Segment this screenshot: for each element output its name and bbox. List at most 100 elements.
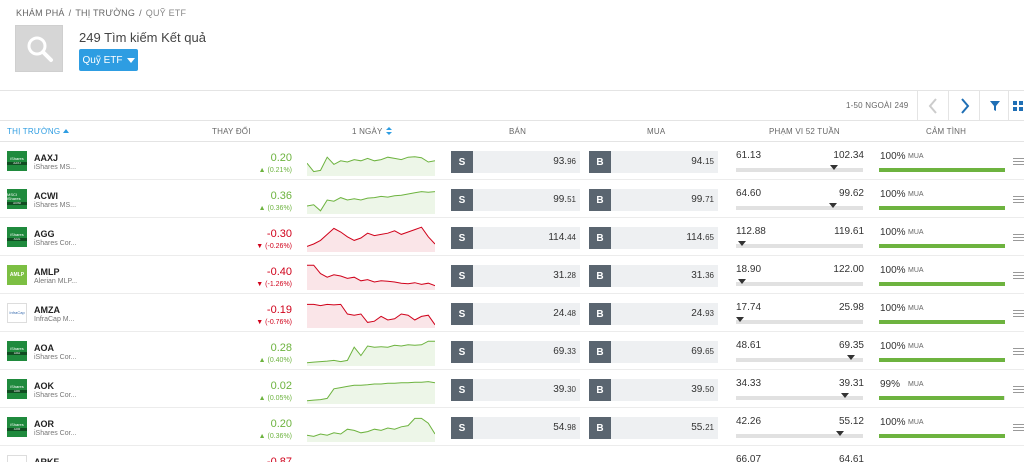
table-row[interactable]: InfraCap AMZA InfraCap M... -0.19 ▼ (-0.76%)… <box>0 294 1024 332</box>
ticker-symbol[interactable]: AMZA <box>34 305 60 315</box>
sparkline-chart <box>307 381 435 404</box>
filter-button[interactable] <box>985 96 1005 116</box>
col-change[interactable]: THAY ĐỔI <box>212 127 251 136</box>
buy-button[interactable]: B <box>589 303 611 325</box>
more-menu-icon[interactable] <box>1013 272 1024 281</box>
change-value: 0.02 <box>270 380 292 392</box>
ticker-symbol[interactable]: ACWI <box>34 191 58 201</box>
col-sell[interactable]: BÁN <box>509 127 527 136</box>
col-sentiment[interactable]: CẢM TÌNH <box>926 127 967 136</box>
sell-button[interactable]: S <box>451 151 473 173</box>
more-menu-icon[interactable] <box>1013 196 1024 205</box>
ticker-symbol[interactable]: AOA <box>34 343 54 353</box>
sell-button[interactable]: S <box>451 227 473 249</box>
ticker-symbol[interactable]: ARKF <box>34 457 59 462</box>
buy-button[interactable]: B <box>589 189 611 211</box>
buy-price[interactable]: 69.65 <box>611 341 718 363</box>
buy-price[interactable]: 99.71 <box>611 189 718 211</box>
sell-price-main: 39. <box>553 384 568 395</box>
sparkline-line <box>307 156 435 173</box>
buy-button[interactable]: B <box>589 417 611 439</box>
sell-button[interactable]: S <box>451 379 473 401</box>
range-marker-icon <box>841 393 849 398</box>
more-menu-icon[interactable] <box>1013 234 1024 243</box>
grid-view-button[interactable] <box>1012 96 1024 116</box>
logo-sub: AOK <box>7 390 27 393</box>
more-menu-icon[interactable] <box>1013 424 1024 433</box>
ticker-symbol[interactable]: AGG <box>34 229 55 239</box>
table-header: THỊ TRƯỜNG THAY ĐỔI 1 NGÀY BÁN MUA PHẠM … <box>0 120 1024 142</box>
table-row[interactable]: iShares AAXJ AAXJ iShares MS... 0.20 ▲ (0.21%… <box>0 142 1024 180</box>
buy-price[interactable]: 31.36 <box>611 265 718 287</box>
ticker-symbol[interactable]: AAXJ <box>34 153 59 163</box>
sell-price[interactable]: 69.33 <box>473 341 580 363</box>
next-page-button[interactable] <box>955 96 975 116</box>
buy-button[interactable]: B <box>589 227 611 249</box>
range-high: 102.34 <box>833 150 864 161</box>
range-high: 39.31 <box>838 378 864 389</box>
sell-button[interactable]: S <box>451 265 473 287</box>
table-row[interactable]: AMLP AMLP Alerian MLP... -0.40 ▼ (-1.26%) S 31… <box>0 256 1024 294</box>
sell-button[interactable]: S <box>451 303 473 325</box>
range-low: 48.61 <box>736 340 762 351</box>
more-menu-icon[interactable] <box>1013 158 1024 167</box>
sentiment-fill <box>879 206 1005 210</box>
sentiment-bar <box>879 396 1005 400</box>
breadcrumb-markets[interactable]: THỊ TRƯỜNG <box>75 8 136 18</box>
range-high: 55.12 <box>838 416 864 427</box>
more-menu-icon[interactable] <box>1013 310 1024 319</box>
buy-price[interactable]: 94.15 <box>611 151 718 173</box>
sell-button[interactable]: S <box>451 417 473 439</box>
buy-button[interactable]: B <box>589 265 611 287</box>
sell-button[interactable]: S <box>451 341 473 363</box>
fund-name: iShares Cor... <box>34 354 77 361</box>
table-row[interactable]: ARK ARKF -0.87 66.07 64.61 <box>0 446 1024 462</box>
table-row[interactable]: iShares AOK AOK iShares Cor... 0.02 ▲ (0.05%)… <box>0 370 1024 408</box>
table-row[interactable]: MSCI iShares ACWI ACWI iShares MS... 0.36 ▲ (… <box>0 180 1024 218</box>
buy-price-pips: 21 <box>705 423 714 432</box>
range-bar <box>736 434 863 438</box>
prev-page-button[interactable] <box>923 96 943 116</box>
col-buy[interactable]: MUA <box>647 127 666 136</box>
range-low: 61.13 <box>736 150 762 161</box>
etf-filter-dropdown[interactable]: Quỹ ETF <box>79 49 138 71</box>
range-low: 64.60 <box>736 188 762 199</box>
sell-price[interactable]: 31.28 <box>473 265 580 287</box>
buy-price[interactable]: 114.65 <box>611 227 718 249</box>
col-day[interactable]: 1 NGÀY <box>352 127 392 136</box>
sell-price[interactable]: 24.48 <box>473 303 580 325</box>
more-menu-icon[interactable] <box>1013 348 1024 357</box>
col-market[interactable]: THỊ TRƯỜNG <box>7 127 70 136</box>
buy-price[interactable]: 39.50 <box>611 379 718 401</box>
table-row[interactable]: iShares AGG AGG iShares Cor... -0.30 ▼ (-0.26… <box>0 218 1024 256</box>
table-row[interactable]: iShares AOR AOR iShares Cor... 0.20 ▲ (0.36%)… <box>0 408 1024 446</box>
buy-button[interactable]: B <box>589 341 611 363</box>
sell-button[interactable]: S <box>451 189 473 211</box>
divider <box>917 91 918 120</box>
sell-price[interactable]: 54.98 <box>473 417 580 439</box>
range-high: 64.61 <box>838 454 864 462</box>
more-menu-icon[interactable] <box>1013 386 1024 395</box>
sell-price[interactable]: 114.44 <box>473 227 580 249</box>
sell-price[interactable]: 93.96 <box>473 151 580 173</box>
buy-button[interactable]: B <box>589 379 611 401</box>
sparkline-chart <box>307 264 435 290</box>
buy-price[interactable]: 55.21 <box>611 417 718 439</box>
col-range[interactable]: PHẠM VI 52 TUẦN <box>769 127 840 136</box>
sell-price[interactable]: 39.30 <box>473 379 580 401</box>
change-percent: ▲ (0.21%) <box>258 167 292 174</box>
sell-price[interactable]: 99.51 <box>473 189 580 211</box>
buy-price-main: 24. <box>691 308 706 319</box>
sparkline-chart <box>307 156 435 176</box>
range-bar <box>736 282 863 286</box>
table-row[interactable]: iShares AOA AOA iShares Cor... 0.28 ▲ (0.40%)… <box>0 332 1024 370</box>
breadcrumb-explore[interactable]: KHÁM PHÁ <box>16 8 65 18</box>
buy-price[interactable]: 24.93 <box>611 303 718 325</box>
buy-button[interactable]: B <box>589 151 611 173</box>
sentiment-label: MUA <box>908 153 924 160</box>
chevron-down-icon <box>126 57 135 63</box>
sentiment-label: MUA <box>908 191 924 198</box>
ticker-symbol[interactable]: AOR <box>34 419 54 429</box>
ticker-symbol[interactable]: AMLP <box>34 267 60 277</box>
ticker-symbol[interactable]: AOK <box>34 381 54 391</box>
